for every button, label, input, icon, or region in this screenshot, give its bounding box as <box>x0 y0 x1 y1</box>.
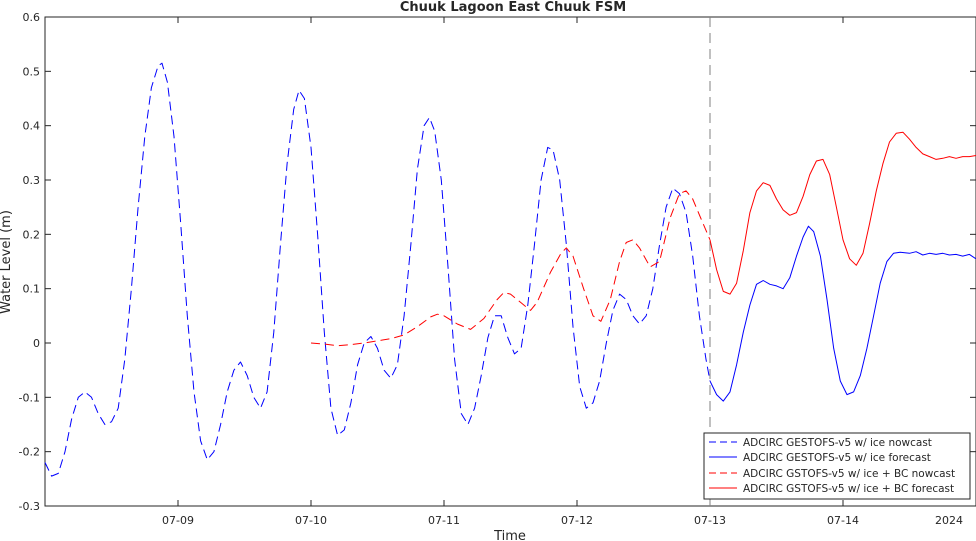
legend-label-0: ADCIRC GESTOFS-v5 w/ ice nowcast <box>743 437 932 449</box>
y-tick-label: -0.1 <box>19 391 40 404</box>
year-label: 2024 <box>935 514 963 527</box>
legend-label-1: ADCIRC GESTOFS-v5 w/ ice forecast <box>743 452 931 464</box>
series-line-1 <box>709 225 976 402</box>
y-tick-label: 0.6 <box>23 11 41 24</box>
x-tick-label: 07-13 <box>694 514 726 527</box>
legend: ADCIRC GESTOFS-v5 w/ ice nowcast ADCIRC … <box>703 432 971 500</box>
x-tick-label: 07-14 <box>827 514 859 527</box>
legend-label-3: ADCIRC GSTOFS-v5 w/ ice + BC forecast <box>743 483 954 495</box>
series-line-3 <box>709 131 976 295</box>
x-axis-label: Time <box>493 529 526 541</box>
y-axis: -0.3 -0.2 -0.1 0 0.1 0.2 0.3 0.4 0.5 0.6 <box>19 11 976 513</box>
y-tick-label: 0.3 <box>23 174 41 187</box>
x-tick-label: 07-10 <box>295 514 327 527</box>
y-tick-label: 0 <box>33 337 40 350</box>
y-tick-label: 0.2 <box>23 228 41 241</box>
chart-title: Chuuk Lagoon East Chuuk FSM <box>400 0 626 15</box>
x-tick-label: 07-12 <box>561 514 593 527</box>
series-line-0 <box>44 62 711 477</box>
legend-label-2: ADCIRC GSTOFS-v5 w/ ice + BC nowcast <box>743 468 955 480</box>
y-tick-label: -0.2 <box>19 446 40 459</box>
y-tick-label: 0.5 <box>23 65 41 78</box>
x-axis: 07-09 07-10 07-11 07-12 07-13 07-14 <box>162 17 859 527</box>
legend-box <box>703 432 971 500</box>
series-line-2 <box>310 190 711 347</box>
y-tick-label: 0.4 <box>23 120 41 133</box>
y-tick-label: -0.3 <box>19 500 40 513</box>
series-layer <box>44 62 976 477</box>
y-tick-label: 0.1 <box>23 283 41 296</box>
x-tick-label: 07-09 <box>162 514 194 527</box>
y-axis-label: Water Level (m) <box>0 210 14 314</box>
x-tick-label: 07-11 <box>428 514 460 527</box>
